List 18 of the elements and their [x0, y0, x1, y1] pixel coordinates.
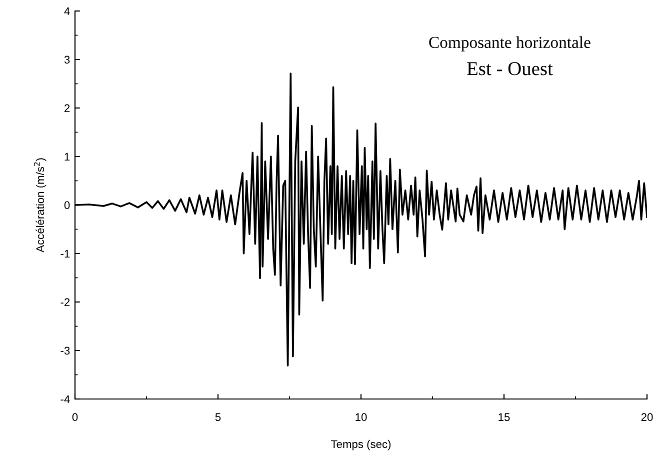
x-tick-label: 15 — [498, 413, 510, 422]
y-tick-label: -4 — [60, 395, 70, 404]
y-tick-label: -1 — [60, 250, 70, 258]
x-tick-label: 5 — [215, 413, 221, 422]
x-axis-title: Temps (sec) — [331, 440, 391, 450]
x-tick-label: 0 — [72, 413, 78, 422]
text: Composante horizontale — [429, 36, 590, 52]
y-tick-label: 1 — [64, 152, 70, 161]
y-tick-label: 2 — [64, 104, 70, 112]
y-tick-label: -3 — [60, 346, 70, 355]
y-tick-label: -2 — [60, 298, 70, 306]
x-tick-label: 20 — [641, 413, 653, 422]
y-tick-label: 4 — [64, 7, 70, 16]
y-tick-label: 3 — [64, 56, 70, 64]
x-tick-label: 10 — [356, 413, 367, 422]
text: Est - Ouest — [467, 62, 553, 76]
y-axis-title: Accélération (m/s$^{2}$) — [34, 158, 46, 252]
y-tick-label: 0 — [64, 201, 70, 210]
